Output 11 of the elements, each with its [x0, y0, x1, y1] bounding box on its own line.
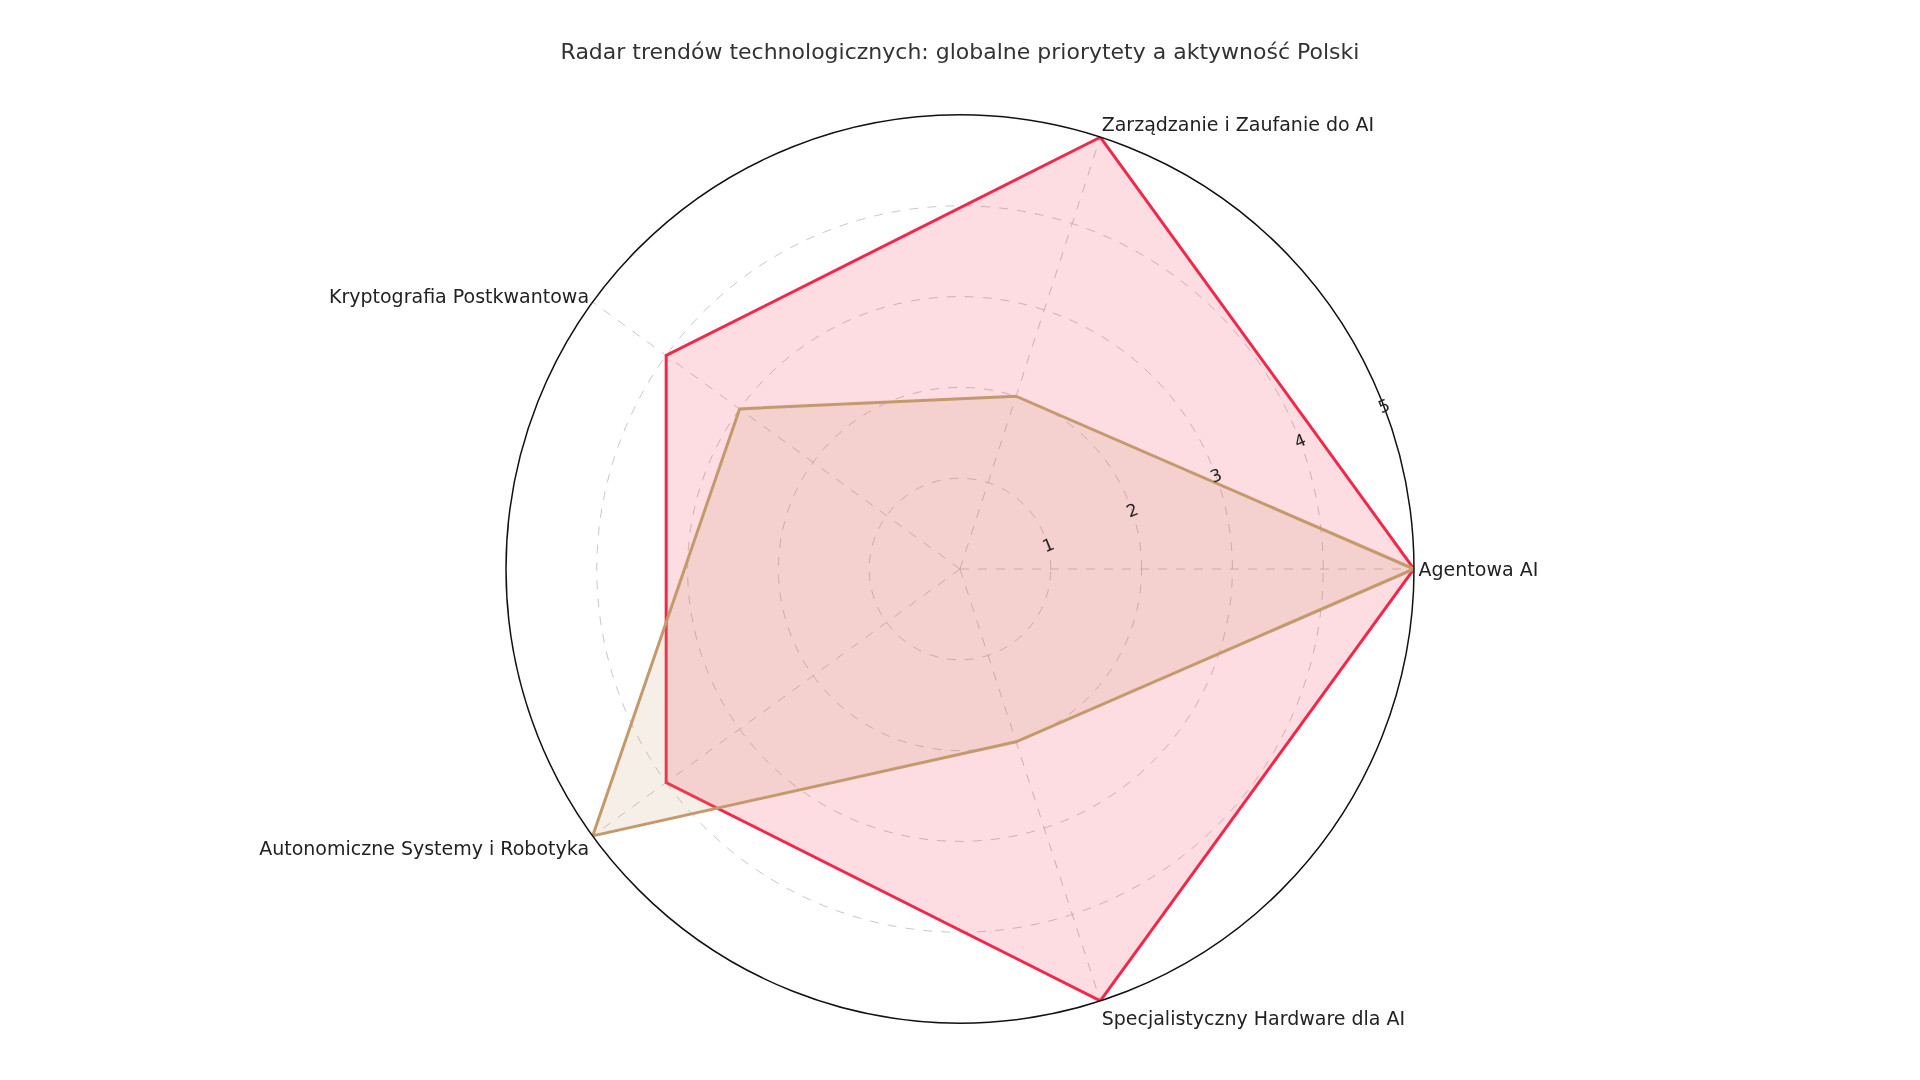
spoke-label: Autonomiczne Systemy i Robotyka [259, 837, 590, 860]
spoke-label: Kryptografia Postkwantowa [328, 284, 590, 307]
spoke-label: Specjalistyczny Hardware dla AI [1101, 1007, 1406, 1030]
y-tick-label: 2 [1123, 498, 1142, 522]
spoke-label: Zarządzanie i Zaufanie do AI [1101, 113, 1375, 136]
y-tick-label: 5 [1375, 394, 1393, 418]
y-tick-label: 1 [1039, 533, 1058, 557]
y-tick-label: 3 [1207, 464, 1225, 487]
chart-title: Radar trendów technologicznych: globalne priorytety a aktywność Polski [560, 38, 1360, 64]
y-tick-label: 4 [1291, 429, 1309, 452]
spoke-label: Agentowa AI [1418, 557, 1539, 580]
